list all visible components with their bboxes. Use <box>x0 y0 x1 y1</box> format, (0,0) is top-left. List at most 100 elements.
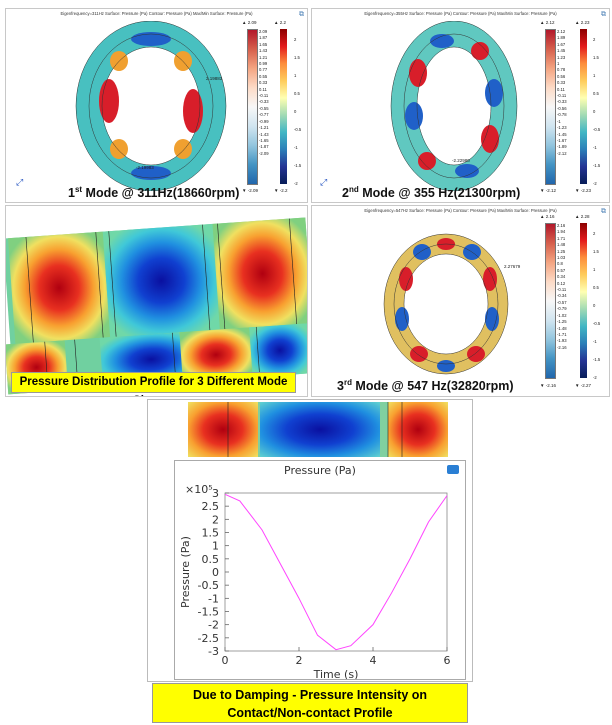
mode2-tick-labels: 2.12 1.89 1.67 1.45 1.23 1 0.78 0.56 0.33 0.11 -0.… <box>557 29 567 157</box>
mode3-cbar-bottom2: ▼ -2.27 <box>575 383 591 388</box>
colorbar-tick: 2 <box>294 37 297 42</box>
colorbar-tick: -1.21 <box>259 125 269 131</box>
chart-frame: Pressure (Pa) ×10⁵ 3 2.5 2 1.5 1 0.5 0 -0.5 -1 -1… <box>174 460 466 680</box>
mode1-ring <box>75 21 227 191</box>
zoomed-pressure-panel: Pressure Distribution Profile for 3 Diff… <box>5 205 308 397</box>
mode3-colorbar <box>545 223 556 379</box>
pressure-strip <box>188 402 448 457</box>
mode2-cbar-top: ▲ 2.12 <box>540 20 555 25</box>
colorbar-tick: -1.45 <box>557 131 567 137</box>
colorbar-tick: -0.77 <box>259 112 269 118</box>
mode3-colorbar2 <box>580 223 587 378</box>
colorbar-tick: -1 <box>294 145 298 150</box>
y-tick-label: 0.5 <box>202 553 220 566</box>
damping-label-line1: Due to Damping - Pressure Intensity on <box>192 688 428 702</box>
colorbar-tick: 0.56 <box>557 73 566 79</box>
mode2-cbar-bottom: ▼ -2.12 <box>540 188 556 193</box>
x-tick-label: 2 <box>296 654 303 667</box>
colorbar-tick: -0.11 <box>557 287 567 293</box>
camera-icon[interactable]: ⧉ <box>299 11 304 18</box>
colorbar-tick: -1.25 <box>557 319 567 325</box>
colorbar-tick: 1.5 <box>294 55 300 60</box>
colorbar-tick: 1 <box>294 73 297 78</box>
chart-title: Pressure (Pa) <box>284 464 356 477</box>
mode2-cbar-bottom2: ▼ -2.23 <box>575 188 591 193</box>
mode2-min-value: -2.22980 <box>452 158 470 163</box>
zoomed-pressure-band <box>6 217 307 395</box>
mode3-cbar-top2: ▲ 2.28 <box>575 214 590 219</box>
y-tick-label: -2.5 <box>198 632 219 645</box>
series-line <box>224 493 448 651</box>
colorbar-tick: 0.34 <box>557 274 566 280</box>
pressure-distribution-label: Pressure Distribution Profile for 3 Diff… <box>11 372 296 396</box>
colorbar-tick: 0.99 <box>259 61 268 67</box>
camera-icon[interactable]: ⧉ <box>601 208 606 215</box>
y-tick-label: 2.5 <box>202 500 220 513</box>
colorbar-tick: -0.56 <box>557 105 567 111</box>
colorbar-tick: 0.11 <box>259 86 267 92</box>
colorbar-tick: 1.21 <box>259 54 268 60</box>
mode1-min-value: -2.19983 <box>136 165 154 170</box>
colorbar-tick: 0.5 <box>294 91 300 96</box>
y-tick-label: 1 <box>212 540 219 553</box>
pressure-line-chart: 32.521.510.50-0.5-1-1.5-2-2.5-30 2 4 6Time … <box>179 487 451 680</box>
y-axis-label: Pressure (Pa) <box>179 536 192 608</box>
colorbar-tick: -1 <box>557 118 561 124</box>
colorbar-tick: -0.5 <box>593 321 601 326</box>
colorbar-tick: 1.48 <box>557 242 566 248</box>
colorbar-tick: -1.43 <box>259 131 269 137</box>
colorbar-tick: -1.02 <box>557 312 567 318</box>
mode2-panel: Eigenfrequency=355Hz Surface: Pressure (… <box>311 8 610 203</box>
colorbar-tick: -0.11 <box>557 93 567 99</box>
colorbar-tick: 0.12 <box>557 280 566 286</box>
camera-icon[interactable]: ⧉ <box>601 11 606 18</box>
colorbar-tick: 0 <box>294 109 297 114</box>
colorbar-tick: -1.5 <box>593 163 601 168</box>
colorbar-tick: -2.16 <box>557 344 567 350</box>
colorbar-tick: 1.94 <box>557 229 566 235</box>
colorbar-tick: 2.09 <box>259 29 268 34</box>
damping-label-line2: Contact/Non-contact Profile <box>227 706 393 720</box>
mode2-label: 2nd Mode @ 355 Hz(21300rpm) <box>342 185 521 201</box>
colorbar-tick: 0.8 <box>557 261 563 267</box>
colorbar-tick: 0.57 <box>557 267 566 273</box>
mode1-colorbar <box>247 29 258 185</box>
mode2-colorbar <box>545 29 556 185</box>
mode3-tick-labels: 2.16 1.94 1.71 1.48 1.25 1.03 0.8 0.57 0.34 0.12-… <box>557 223 567 351</box>
colorbar-tick: -1 <box>593 145 597 150</box>
colorbar-tick: 2.16 <box>557 223 566 228</box>
colorbar-tick: -1.5 <box>294 163 302 168</box>
colorbar-tick: 0.33 <box>259 80 268 86</box>
colorbar-tick: 2 <box>593 37 596 42</box>
colorbar-tick: -1.65 <box>259 137 269 143</box>
colorbar-tick: -1.93 <box>557 338 567 344</box>
mode3-panel: Eigenfrequency=547Hz Surface: Pressure (… <box>311 205 610 397</box>
colorbar-tick: -2.09 <box>259 150 269 156</box>
mode1-cbar-top2: ▲ 2.2 <box>274 20 286 25</box>
colorbar-tick: 1.43 <box>259 48 268 54</box>
x-tick-label: 4 <box>370 654 377 667</box>
colorbar-tick: 1.25 <box>557 248 566 254</box>
mode1-cbar-bottom2: ▼ -2.2 <box>274 188 288 193</box>
colorbar-tick: -1.87 <box>259 144 269 150</box>
colorbar-tick: 0.78 <box>557 67 566 73</box>
mode1-label: 1st Mode @ 311Hz(18660rpm) <box>68 185 240 201</box>
mode1-cbar-top: ▲ 2.09 <box>242 20 257 25</box>
mode2-colorbar2 <box>580 29 587 184</box>
chart-export-icon[interactable] <box>447 465 459 474</box>
mode2-ring <box>390 21 518 191</box>
colorbar-tick: 1.45 <box>557 48 566 54</box>
colorbar-tick: -0.5 <box>294 127 302 132</box>
colorbar-tick: -2 <box>593 181 597 186</box>
y-multiplier: ×10⁵ <box>185 483 213 496</box>
mode1-max-value: 2.19883 <box>206 76 223 81</box>
mode2-plot-title: Eigenfrequency=355Hz Surface: Pressure (… <box>364 11 557 16</box>
x-axis-label: Time (s) <box>313 668 359 680</box>
colorbar-tick: 1.65 <box>259 41 268 47</box>
colorbar-tick: -1.5 <box>593 357 601 362</box>
colorbar-tick: -2 <box>593 375 597 380</box>
colorbar-tick: 1.89 <box>557 35 566 41</box>
colorbar-tick: 0.55 <box>259 73 268 79</box>
axis-triad-icon: ⤢ <box>16 177 24 187</box>
colorbar-tick: -2.12 <box>557 150 567 156</box>
